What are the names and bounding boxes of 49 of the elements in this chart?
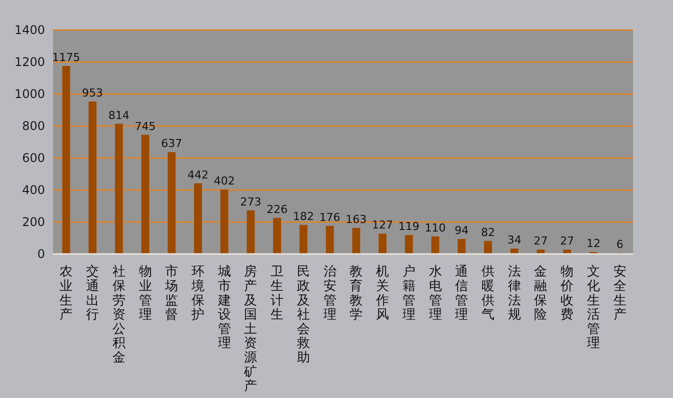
y-tick-label: 0 [37,247,45,262]
y-tick-label: 400 [22,183,45,198]
data-label: 402 [214,174,235,188]
x-tick-label: 交通出行 [86,264,100,323]
y-tick-label: 200 [22,215,45,230]
data-label: 94 [454,224,469,237]
data-label: 27 [560,234,574,248]
data-label: 27 [534,234,548,248]
data-label: 1175 [52,51,80,64]
data-label: 637 [161,137,182,150]
x-tick-label: 教育教学 [350,264,363,323]
x-tick-label: 民政及社会救助 [296,264,310,366]
x-tick-label: 安全生产 [613,264,626,323]
x-tick-label: 农业生产 [60,264,73,323]
data-label: 82 [481,226,495,239]
data-label: 273 [240,195,262,208]
data-label: 119 [398,220,420,233]
x-tick-label: 环境保护 [190,264,204,323]
x-tick-label: 社保劳资公积金 [112,264,126,366]
data-label: 226 [266,202,288,216]
x-tick-label: 治安管理 [323,264,336,323]
x-tick-label: 城市建设管理 [216,264,231,352]
x-tick-label: 法律法规 [508,264,521,323]
data-label: 176 [319,210,340,224]
data-label: 6 [616,238,624,252]
y-tick-label: 1200 [14,55,45,70]
y-tick-label: 600 [22,151,45,166]
x-tick-label: 通信管理 [455,264,468,323]
x-tick-label: 物业管理 [138,264,152,323]
data-label: 814 [108,108,130,122]
x-tick-label: 水电管理 [428,264,442,323]
data-label: 127 [372,218,394,232]
category-label: 房产及国土资源矿产 [244,264,258,394]
x-tick-label: 户籍管理 [402,264,416,323]
data-label: 110 [424,221,446,234]
x-tick-label: 文化生活管理 [586,264,600,352]
x-tick-label: 机关作风 [375,264,390,323]
x-tick-label: 金融保险 [534,264,548,323]
data-label: 34 [507,234,522,247]
data-label: 442 [188,168,208,182]
x-tick-label: 供暖供气 [482,264,494,323]
y-tick-label: 1000 [14,87,45,102]
y-tick-label: 1400 [14,23,45,38]
data-label: 182 [292,210,314,223]
x-tick-label: 卫生计生 [270,264,284,323]
data-label: 12 [586,237,600,250]
y-tick-label: 800 [22,119,45,134]
x-tick-label: 物价收费 [560,264,574,323]
x-tick-label: 市场监督 [164,264,178,323]
